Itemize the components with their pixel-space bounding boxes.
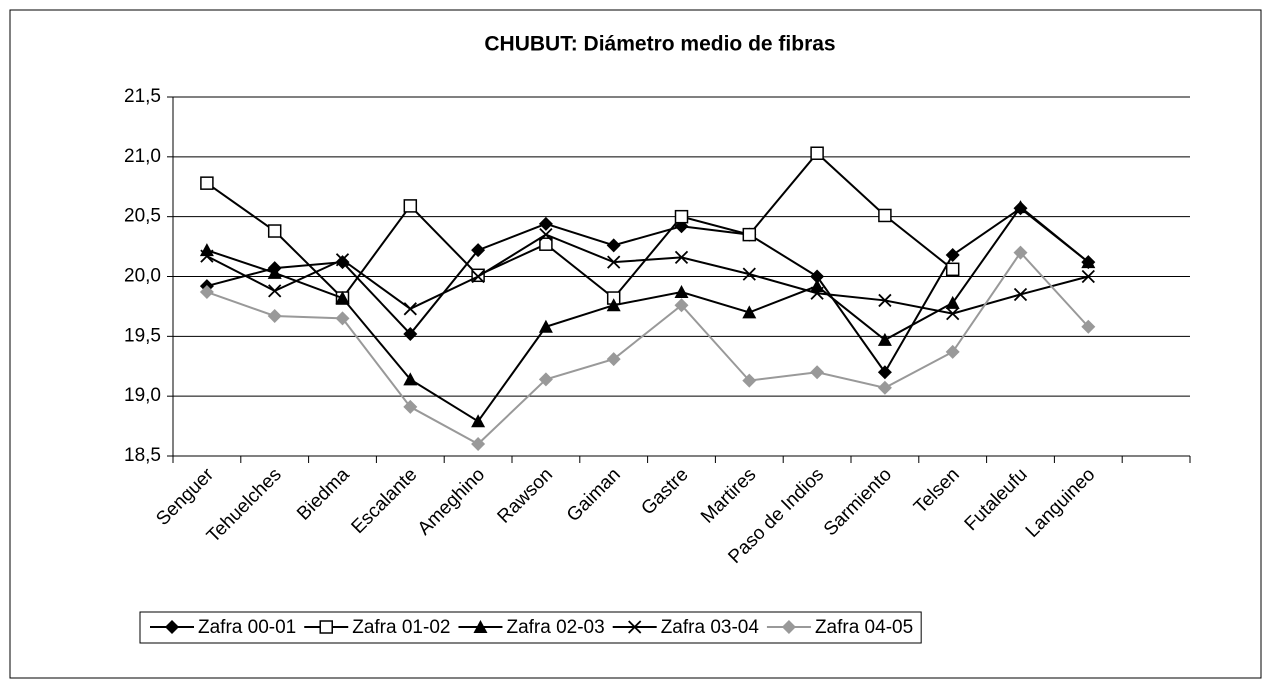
marker xyxy=(267,265,282,279)
y-tick-label: 19,0 xyxy=(124,385,161,406)
marker xyxy=(810,286,824,300)
marker xyxy=(742,305,757,319)
marker xyxy=(945,344,960,359)
marker xyxy=(945,295,960,309)
marker xyxy=(946,306,960,321)
marker xyxy=(945,262,960,277)
marker xyxy=(1081,255,1096,269)
marker xyxy=(538,372,553,387)
marker xyxy=(810,365,825,380)
marker xyxy=(674,298,689,313)
marker xyxy=(674,285,689,299)
marker xyxy=(538,216,553,231)
marker xyxy=(403,399,418,414)
marker xyxy=(199,285,214,300)
marker xyxy=(335,311,350,326)
marker xyxy=(810,269,825,284)
legend-label: Zafra 01-02 xyxy=(352,617,450,638)
marker xyxy=(628,620,642,634)
y-tick-label: 21,5 xyxy=(124,86,161,107)
marker xyxy=(878,293,892,308)
marker xyxy=(403,326,418,341)
marker xyxy=(742,267,756,281)
marker xyxy=(539,237,553,251)
marker xyxy=(674,250,689,264)
marker xyxy=(471,243,486,258)
marker xyxy=(606,352,621,367)
marker xyxy=(319,620,333,634)
y-tick-label: 20,0 xyxy=(124,266,161,287)
marker xyxy=(781,620,796,634)
marker xyxy=(878,208,892,223)
marker xyxy=(607,255,621,269)
series-line xyxy=(206,205,1089,423)
marker xyxy=(473,620,488,633)
series-line xyxy=(206,207,1089,375)
series-line xyxy=(206,151,954,300)
marker xyxy=(403,372,418,386)
marker xyxy=(403,302,417,316)
y-tick-label: 19,5 xyxy=(124,325,161,346)
marker xyxy=(471,269,485,284)
marker xyxy=(335,291,350,305)
marker xyxy=(1081,269,1095,284)
marker xyxy=(335,253,350,267)
series-line xyxy=(206,250,1090,446)
marker xyxy=(945,247,960,262)
legend-label: Zafra 00-01 xyxy=(198,617,296,638)
marker xyxy=(877,332,892,346)
marker xyxy=(1013,287,1028,302)
marker xyxy=(1013,200,1028,214)
y-tick-label: 21,0 xyxy=(124,146,161,167)
marker xyxy=(268,284,282,298)
legend-label: Zafra 03-04 xyxy=(661,617,760,638)
y-tick-label: 18,5 xyxy=(124,445,161,466)
marker xyxy=(877,380,892,395)
marker xyxy=(267,308,282,323)
series-line xyxy=(206,233,1089,315)
legend: Zafra 00-01 Zafra 01-02 Zafra 02-03 Zafra 0… xyxy=(139,611,922,644)
chart-title: CHUBUT: Diámetro medio de fibras xyxy=(484,33,835,56)
marker xyxy=(267,224,282,238)
marker xyxy=(539,227,553,242)
marker xyxy=(538,319,553,333)
marker xyxy=(165,620,179,634)
legend-label: Zafra 02-03 xyxy=(506,617,604,638)
marker xyxy=(742,373,757,388)
marker xyxy=(606,298,621,312)
marker xyxy=(1013,245,1028,260)
chart-frame xyxy=(9,9,1262,679)
marker xyxy=(403,199,418,213)
marker xyxy=(674,209,689,224)
marker xyxy=(742,227,757,242)
marker xyxy=(606,238,621,253)
marker xyxy=(471,414,486,428)
y-tick-label: 20,5 xyxy=(124,206,161,227)
marker xyxy=(471,437,486,452)
marker xyxy=(335,255,350,270)
marker xyxy=(200,249,214,263)
legend-label: Zafra 04-05 xyxy=(815,617,913,638)
marker xyxy=(877,365,892,380)
marker xyxy=(1081,319,1096,334)
marker xyxy=(810,146,824,160)
marker xyxy=(200,176,214,190)
